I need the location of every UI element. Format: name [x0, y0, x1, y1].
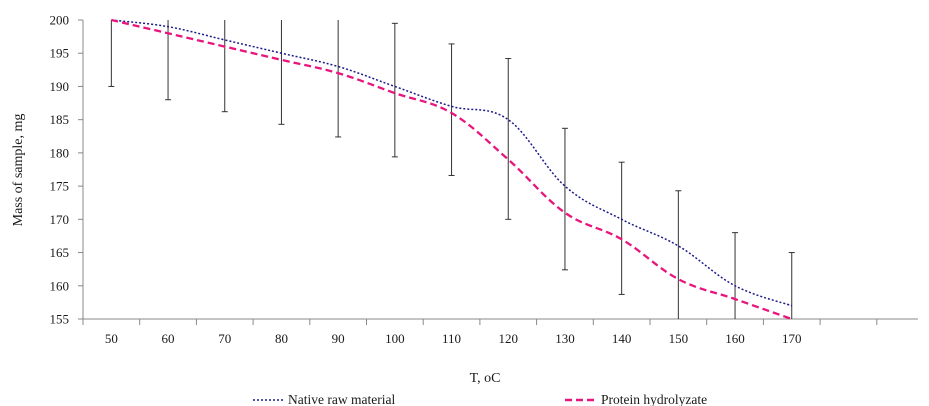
x-tick-label: 70	[218, 331, 231, 346]
error-bar	[391, 22, 398, 158]
x-tick-label: 120	[499, 331, 519, 346]
x-tick-label: 50	[105, 331, 118, 346]
series-lines	[111, 18, 793, 321]
legend-label-hydrolyzate: Protein hydrolyzate	[601, 392, 707, 406]
x-tick-label: 100	[385, 331, 405, 346]
axes	[78, 19, 918, 325]
x-tick-label: 90	[332, 331, 345, 346]
tick-labels: 155 160 165 170 175 180 185 190 195 200 50 60 70 80 90…	[50, 13, 802, 347]
series-line-hydrolyzate	[111, 18, 793, 321]
y-tick-label: 170	[50, 212, 70, 227]
error-bar	[448, 43, 455, 176]
y-tick-label: 175	[50, 179, 70, 194]
error-bar	[732, 232, 739, 319]
error-bar	[788, 252, 795, 319]
error-bar	[505, 58, 512, 220]
y-tick-label: 195	[50, 46, 70, 61]
y-tick-label: 200	[50, 13, 70, 28]
x-axis-title: T, oC	[470, 371, 501, 386]
y-tick-label: 155	[50, 312, 70, 327]
error-bar	[278, 20, 285, 125]
x-tick-label: 140	[612, 331, 632, 346]
y-tick-label: 165	[50, 245, 70, 260]
error-bar	[221, 20, 228, 113]
y-tick-label: 185	[50, 112, 70, 127]
x-tick-label: 160	[725, 331, 745, 346]
error-bar	[108, 20, 115, 87]
x-tick-label: 60	[162, 331, 175, 346]
legend-label-native: Native raw material	[288, 392, 395, 406]
y-tick-label: 180	[50, 145, 70, 160]
error-bar	[675, 190, 682, 319]
x-tick-label: 170	[782, 331, 802, 346]
x-tick-label: 110	[442, 331, 461, 346]
y-tick-label: 160	[50, 278, 70, 293]
y-axis-title: Mass of sample, mg	[11, 114, 26, 227]
legend: Native raw material Protein hydrolyzate	[253, 392, 707, 406]
error-bar	[561, 127, 568, 271]
x-tick-label: 80	[275, 331, 288, 346]
error-bar	[335, 20, 342, 138]
x-tick-label: 150	[669, 331, 689, 346]
y-tick-label: 190	[50, 79, 70, 94]
error-bar	[618, 161, 625, 295]
x-tick-label: 130	[555, 331, 575, 346]
error-bars	[108, 20, 795, 319]
